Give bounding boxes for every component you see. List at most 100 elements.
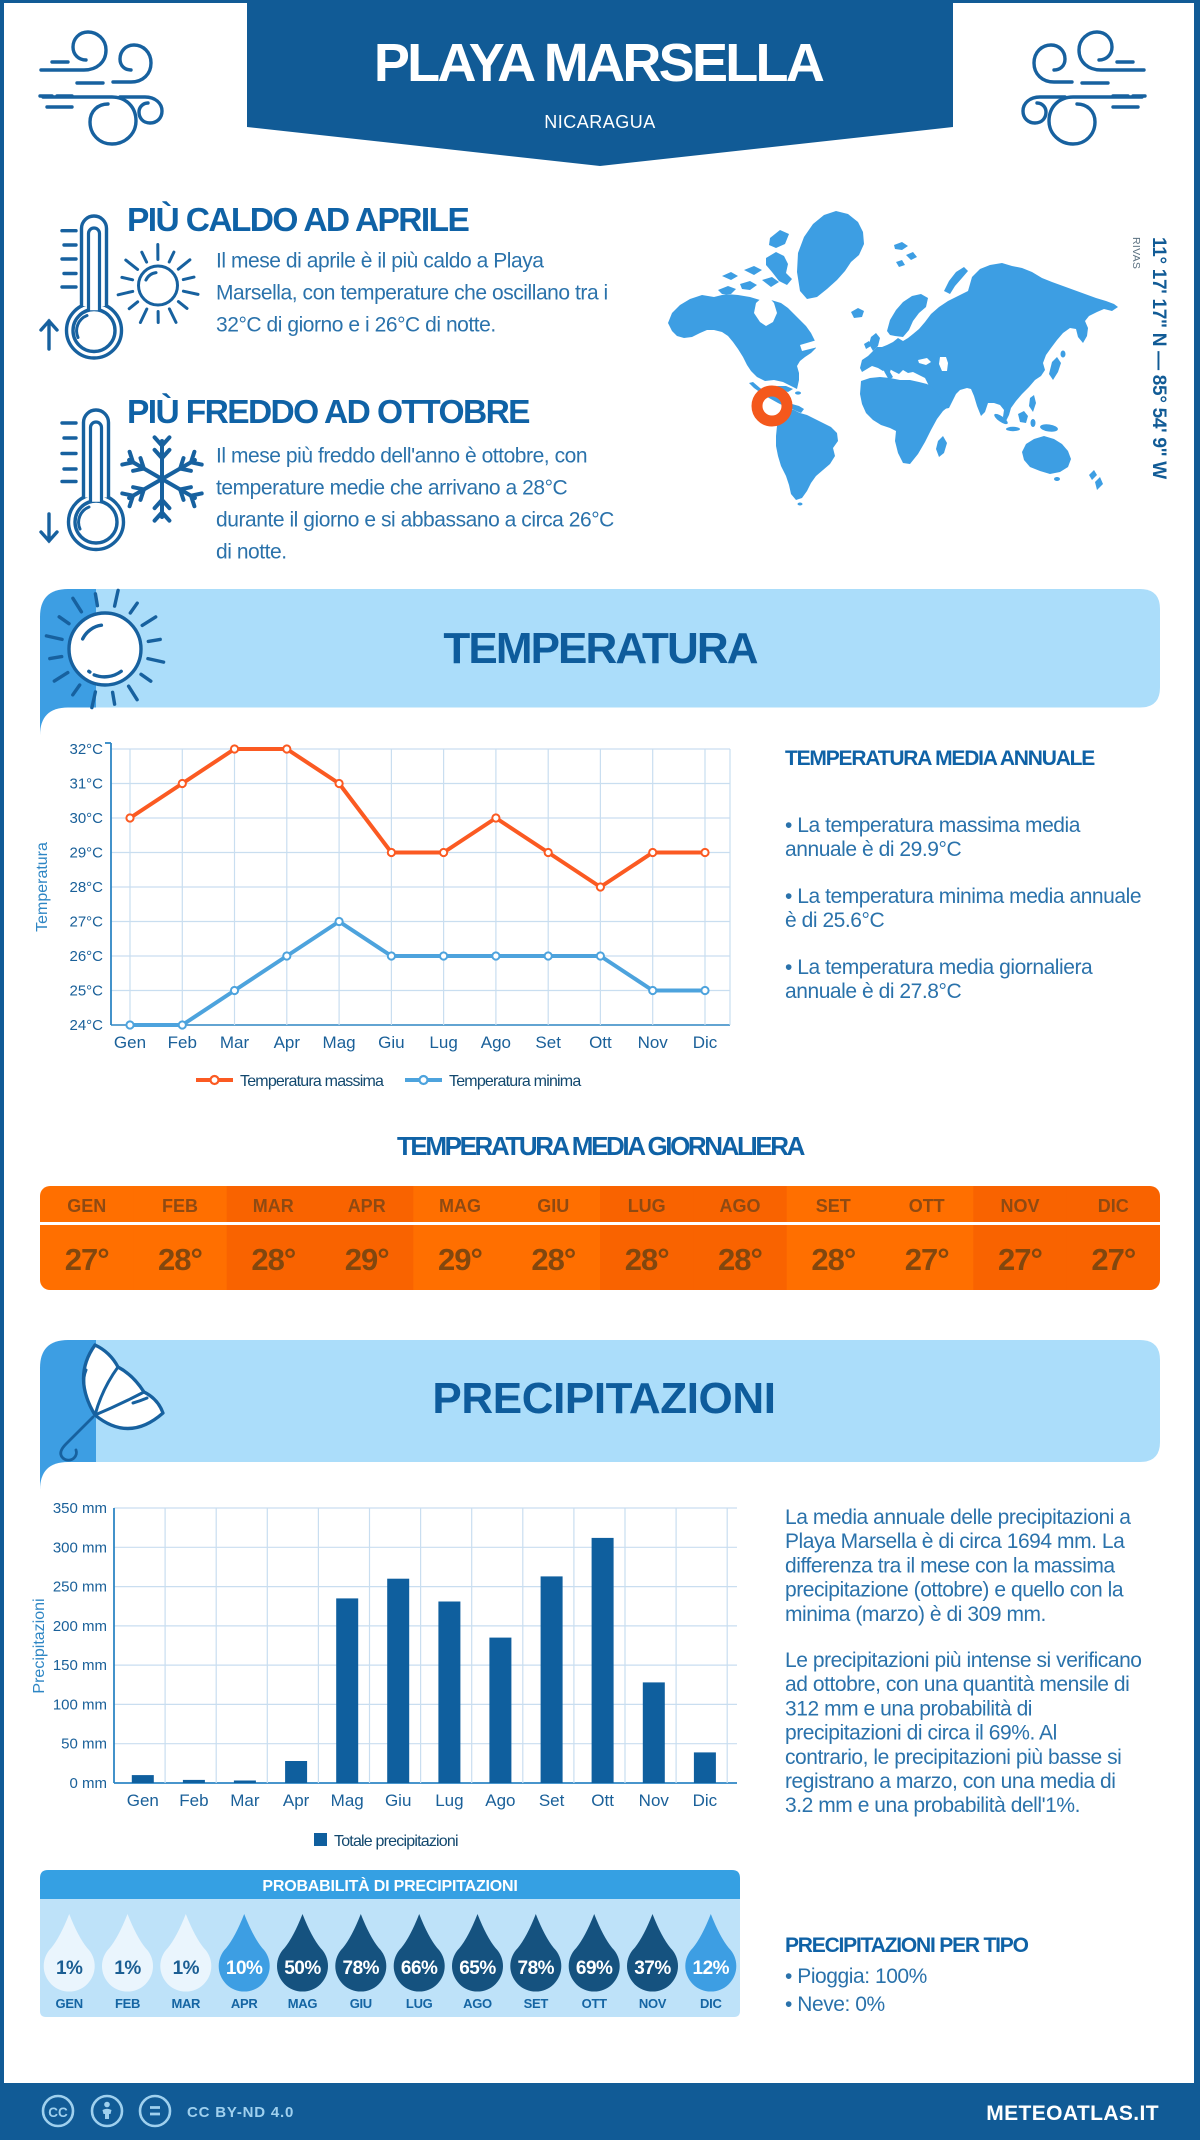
svg-text:27°: 27° — [1091, 1242, 1135, 1277]
svg-text:Nov: Nov — [639, 1791, 670, 1810]
svg-text:GEN: GEN — [56, 1996, 83, 2011]
svg-text:27°: 27° — [65, 1242, 109, 1277]
svg-text:78%: 78% — [518, 1958, 555, 1979]
svg-text:OTT: OTT — [909, 1196, 945, 1216]
svg-text:312 mm e una probabilità di: 312 mm e una probabilità di — [785, 1697, 1032, 1720]
svg-text:APR: APR — [348, 1196, 386, 1216]
svg-text:Ott: Ott — [589, 1033, 612, 1052]
svg-text:DIC: DIC — [1098, 1196, 1129, 1216]
svg-text:3.2 mm e una probabilità dell': 3.2 mm e una probabilità dell'1%. — [785, 1794, 1080, 1817]
svg-text:25°C: 25°C — [69, 983, 103, 1000]
svg-text:28°C: 28°C — [69, 879, 103, 896]
svg-text:è di 25.6°C: è di 25.6°C — [785, 909, 884, 932]
svg-text:Set: Set — [539, 1791, 565, 1810]
svg-text:Giu: Giu — [385, 1791, 411, 1810]
svg-text:MAG: MAG — [439, 1196, 481, 1216]
svg-text:37%: 37% — [634, 1958, 671, 1979]
svg-text:AGO: AGO — [719, 1196, 760, 1216]
svg-text:1%: 1% — [56, 1958, 83, 1979]
svg-text:50%: 50% — [284, 1958, 321, 1979]
svg-text:27°C: 27°C — [69, 914, 103, 931]
svg-text:Le precipitazioni più intense: Le precipitazioni più intense si verific… — [785, 1649, 1142, 1672]
svg-text:• Neve: 0%: • Neve: 0% — [785, 1993, 885, 2016]
svg-text:annuale è di 29.9°C: annuale è di 29.9°C — [785, 838, 961, 861]
svg-text:annuale è di 27.8°C: annuale è di 27.8°C — [785, 980, 961, 1003]
svg-text:APR: APR — [231, 1996, 258, 2011]
svg-text:31°C: 31°C — [69, 776, 103, 793]
svg-text:PIÙ FREDDO AD OTTOBRE: PIÙ FREDDO AD OTTOBRE — [127, 393, 530, 431]
svg-text:GIU: GIU — [537, 1196, 569, 1216]
svg-text:Giu: Giu — [378, 1033, 404, 1052]
svg-text:Gen: Gen — [114, 1033, 146, 1052]
svg-text:69%: 69% — [576, 1958, 613, 1979]
svg-text:32°C di giorno e i 26°C di not: 32°C di giorno e i 26°C di notte. — [216, 314, 496, 337]
svg-text:Apr: Apr — [283, 1791, 310, 1810]
svg-text:La media annuale delle precipi: La media annuale delle precipitazioni a — [785, 1506, 1131, 1529]
svg-text:DIC: DIC — [700, 1996, 722, 2011]
svg-text:Dic: Dic — [693, 1791, 718, 1810]
svg-text:350 mm: 350 mm — [53, 1500, 107, 1517]
svg-text:PRECIPITAZIONI PER TIPO: PRECIPITAZIONI PER TIPO — [785, 1934, 1029, 1957]
svg-text:65%: 65% — [459, 1958, 496, 1979]
svg-text:28°: 28° — [811, 1242, 855, 1277]
svg-text:Playa Marsella è di circa 1694: Playa Marsella è di circa 1694 mm. La — [785, 1530, 1125, 1553]
svg-text:27°: 27° — [998, 1242, 1042, 1277]
svg-text:Temperatura minima: Temperatura minima — [449, 1073, 581, 1090]
svg-text:precipitazione (ottobre) e que: precipitazione (ottobre) e quello con la — [785, 1579, 1124, 1602]
svg-text:29°: 29° — [438, 1242, 482, 1277]
svg-text:29°C: 29°C — [69, 845, 103, 862]
svg-text:32°C: 32°C — [69, 741, 103, 758]
svg-text:27°: 27° — [905, 1242, 949, 1277]
svg-text:28°: 28° — [531, 1242, 575, 1277]
svg-text:Ago: Ago — [481, 1033, 511, 1052]
svg-text:Apr: Apr — [274, 1033, 301, 1052]
svg-text:MAR: MAR — [171, 1996, 201, 2011]
svg-text:AGO: AGO — [463, 1996, 492, 2011]
svg-text:28°: 28° — [158, 1242, 202, 1277]
svg-text:Gen: Gen — [127, 1791, 159, 1810]
svg-text:50 mm: 50 mm — [61, 1736, 107, 1753]
svg-text:300 mm: 300 mm — [53, 1539, 107, 1556]
svg-text:24°C: 24°C — [69, 1017, 103, 1034]
svg-text:10%: 10% — [226, 1958, 263, 1979]
svg-text:GIU: GIU — [350, 1996, 372, 2011]
svg-text:Dic: Dic — [693, 1033, 718, 1052]
svg-text:Feb: Feb — [179, 1791, 208, 1810]
svg-text:Nov: Nov — [638, 1033, 669, 1052]
svg-text:CC: CC — [48, 2105, 68, 2120]
svg-text:Lug: Lug — [435, 1791, 463, 1810]
svg-text:CC BY-ND 4.0: CC BY-ND 4.0 — [187, 2104, 294, 2121]
svg-text:NOV: NOV — [1000, 1196, 1039, 1216]
svg-text:Totale precipitazioni: Totale precipitazioni — [334, 1833, 458, 1850]
svg-text:Ago: Ago — [485, 1791, 515, 1810]
svg-text:Il mese più freddo dell'anno è: Il mese più freddo dell'anno è ottobre, … — [216, 445, 587, 468]
svg-text:Ott: Ott — [591, 1791, 614, 1810]
svg-text:LUG: LUG — [628, 1196, 666, 1216]
svg-text:durante il giorno e si abbassa: durante il giorno e si abbassano a circa… — [216, 509, 614, 532]
svg-text:PLAYA MARSELLA: PLAYA MARSELLA — [374, 33, 824, 93]
svg-text:registrano a marzo, con una me: registrano a marzo, con una media di — [785, 1770, 1116, 1793]
svg-text:precipitazioni di circa il 69%: precipitazioni di circa il 69%. Al — [785, 1722, 1057, 1745]
svg-text:FEB: FEB — [115, 1996, 140, 2011]
svg-text:Mag: Mag — [331, 1791, 364, 1810]
svg-text:RIVAS: RIVAS — [1130, 237, 1142, 269]
svg-text:contrario, le precipitazioni p: contrario, le precipitazioni più basse s… — [785, 1746, 1121, 1769]
svg-text:Il mese di aprile è il più cal: Il mese di aprile è il più caldo a Playa — [216, 250, 544, 273]
svg-text:TEMPERATURA MEDIA ANNUALE: TEMPERATURA MEDIA ANNUALE — [785, 747, 1095, 770]
svg-text:PIÙ CALDO AD APRILE: PIÙ CALDO AD APRILE — [127, 201, 469, 239]
svg-text:12%: 12% — [693, 1958, 730, 1979]
svg-text:1%: 1% — [114, 1958, 141, 1979]
svg-text:GEN: GEN — [67, 1196, 106, 1216]
svg-text:28°: 28° — [625, 1242, 669, 1277]
svg-text:NICARAGUA: NICARAGUA — [544, 112, 656, 132]
svg-text:Mar: Mar — [230, 1791, 260, 1810]
svg-text:11° 17' 17" N — 85° 54' 9" W: 11° 17' 17" N — 85° 54' 9" W — [1148, 237, 1169, 479]
svg-text:Marsella, con temperature che: Marsella, con temperature che oscillano … — [216, 282, 608, 305]
svg-text:• La temperatura media giornal: • La temperatura media giornaliera — [785, 956, 1093, 979]
svg-text:150 mm: 150 mm — [53, 1657, 107, 1674]
svg-text:29°: 29° — [345, 1242, 389, 1277]
svg-text:66%: 66% — [401, 1958, 438, 1979]
svg-text:0 mm: 0 mm — [70, 1775, 108, 1792]
svg-text:• La temperatura massima media: • La temperatura massima media — [785, 814, 1081, 837]
svg-text:TEMPERATURA MEDIA GIORNALIERA: TEMPERATURA MEDIA GIORNALIERA — [397, 1131, 806, 1161]
